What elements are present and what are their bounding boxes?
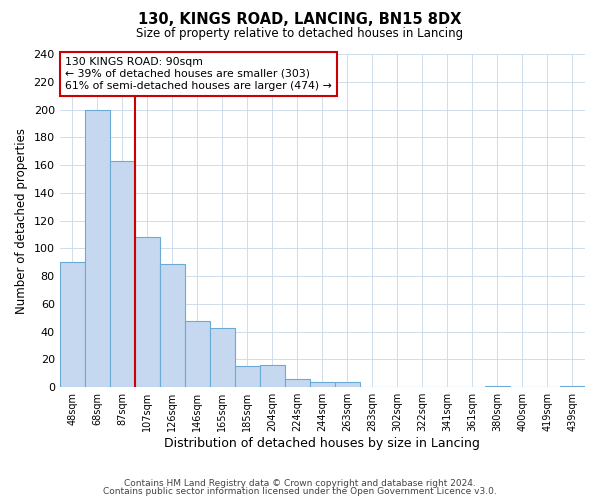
- Text: Size of property relative to detached houses in Lancing: Size of property relative to detached ho…: [136, 28, 464, 40]
- Text: 130 KINGS ROAD: 90sqm
← 39% of detached houses are smaller (303)
61% of semi-det: 130 KINGS ROAD: 90sqm ← 39% of detached …: [65, 58, 332, 90]
- Y-axis label: Number of detached properties: Number of detached properties: [15, 128, 28, 314]
- Text: 130, KINGS ROAD, LANCING, BN15 8DX: 130, KINGS ROAD, LANCING, BN15 8DX: [139, 12, 461, 28]
- Text: Contains public sector information licensed under the Open Government Licence v3: Contains public sector information licen…: [103, 487, 497, 496]
- Bar: [235, 366, 260, 387]
- X-axis label: Distribution of detached houses by size in Lancing: Distribution of detached houses by size …: [164, 437, 480, 450]
- Bar: [110, 161, 135, 387]
- Bar: [260, 365, 285, 387]
- Bar: [335, 382, 360, 387]
- Bar: [210, 328, 235, 387]
- Bar: [160, 264, 185, 387]
- Bar: [135, 238, 160, 387]
- Bar: [85, 110, 110, 387]
- Bar: [285, 379, 310, 387]
- Bar: [310, 382, 335, 387]
- Bar: [560, 386, 585, 387]
- Bar: [185, 320, 210, 387]
- Text: Contains HM Land Registry data © Crown copyright and database right 2024.: Contains HM Land Registry data © Crown c…: [124, 478, 476, 488]
- Bar: [59, 262, 85, 387]
- Bar: [485, 386, 510, 387]
